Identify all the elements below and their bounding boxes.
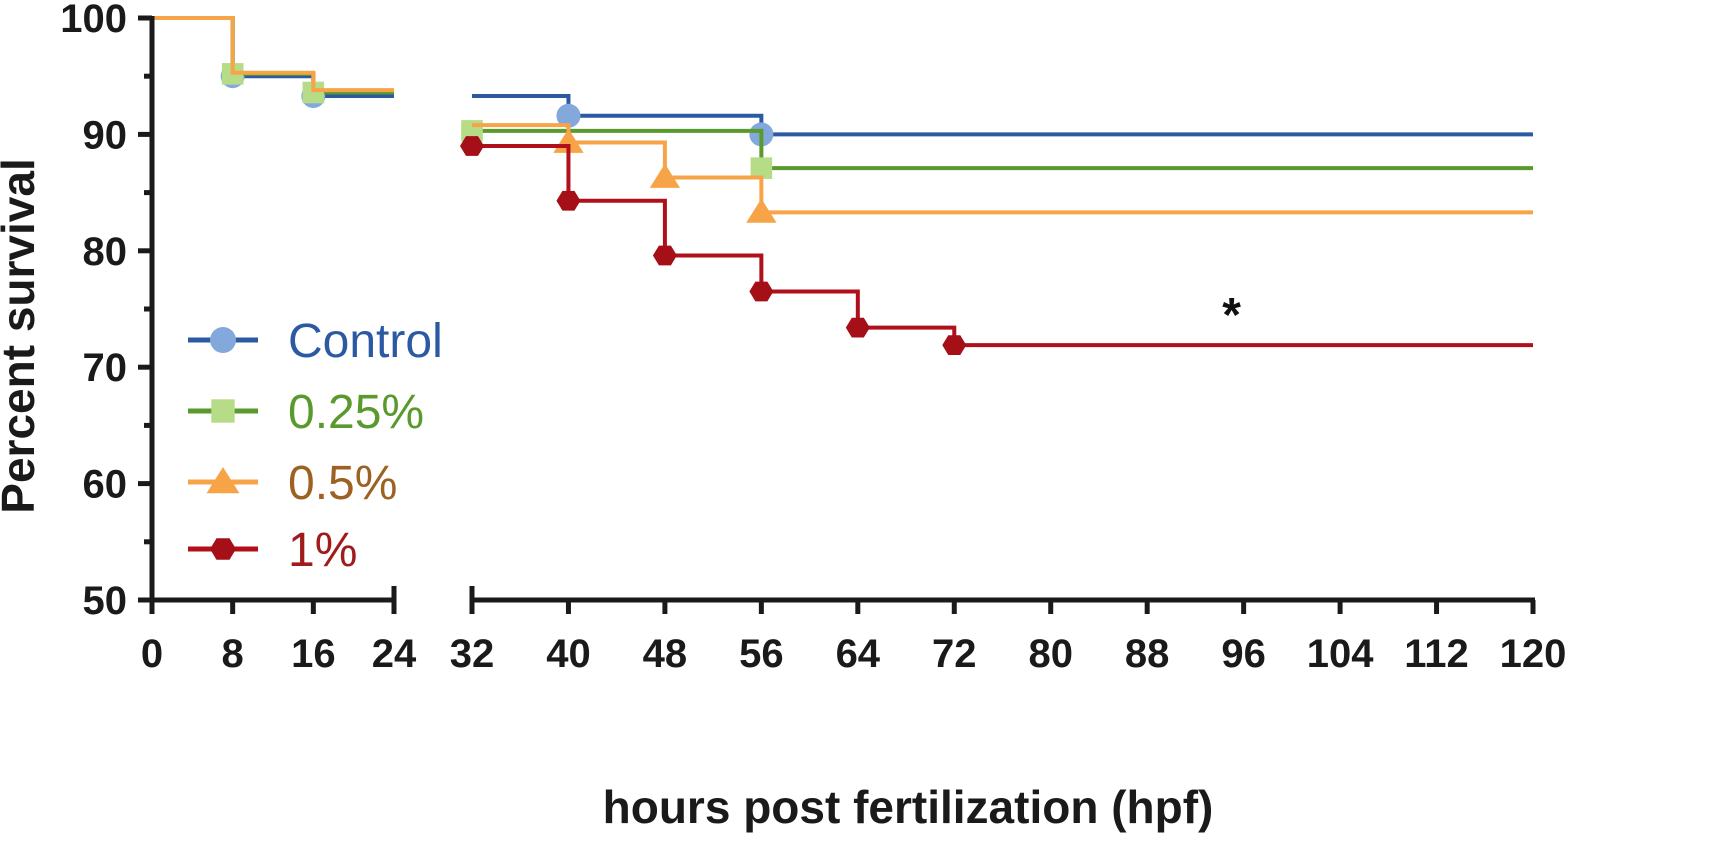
data-point [556,190,581,211]
y-tick-label: 100 [60,0,127,41]
series-line-segment [152,16,394,98]
series-025 [152,16,1533,179]
legend-label: Control [288,315,443,368]
x-tick-label: 120 [1500,632,1567,676]
significance-asterisk: * [1222,289,1241,342]
legend-entry: Control [188,315,443,368]
x-tick-label: 104 [1307,632,1374,676]
legend: Control 0.25% 0.5% 1% [188,315,443,577]
series-05 [152,16,1533,223]
legend-entry: 0.5% [188,457,397,510]
data-point [746,198,777,223]
x-tick-label: 32 [450,632,495,676]
axes-layer [138,15,1536,614]
series-line-segment [152,16,394,93]
data-point [556,103,581,128]
x-tick-label: 16 [291,632,336,676]
series-Control [152,16,1533,147]
tick-labels: 50 60 70 80 90 100 0 8 16 24 32 40 48 56 64 72 80 88 96 104… [60,0,1566,676]
legend-marker [210,327,236,353]
series-line-segment [472,93,1533,137]
legend-label: 1% [288,524,357,577]
legend-marker [211,399,235,423]
x-tick-label: 24 [372,632,417,676]
x-tick-label: 112 [1404,632,1469,676]
data-point [942,335,967,355]
x-tick-label: 64 [836,632,881,676]
y-tick-label: 90 [83,113,128,157]
legend-marker [210,538,236,560]
y-tick-label: 60 [83,463,128,507]
series-line-segment [472,128,1533,171]
series-line-segment [152,16,394,95]
legend-label: 0.25% [288,386,424,439]
data-point [460,136,484,156]
data-point [652,245,677,266]
data-point [302,81,325,104]
x-tick-label: 48 [643,632,688,676]
x-tick-label: 40 [546,632,591,676]
legend-marker [206,467,240,494]
data-point [845,317,870,338]
x-tick-label: 72 [932,632,977,676]
data-point [750,157,773,179]
data-point [649,163,681,188]
x-tick-label: 96 [1221,632,1266,676]
x-tick-label: 8 [222,632,244,676]
legend-entry: 0.25% [188,386,424,439]
x-tick-label: 80 [1028,632,1073,676]
data-point [749,281,774,302]
x-tick-label: 56 [739,632,784,676]
y-tick-label: 70 [83,346,128,390]
y-tick-label: 80 [83,230,128,274]
x-tick-label: 0 [141,632,163,676]
y-tick-label: 50 [83,579,128,623]
series-layer [152,16,1533,355]
y-axis-title: Percent survival [0,158,44,513]
x-tick-label: 88 [1125,632,1170,676]
legend-label: 0.5% [288,457,397,510]
series-1 [460,136,1533,355]
series-line-segment [472,144,1533,348]
legend-entry: 1% [188,524,357,577]
x-axis-title: hours post fertilization (hpf) [603,781,1214,833]
